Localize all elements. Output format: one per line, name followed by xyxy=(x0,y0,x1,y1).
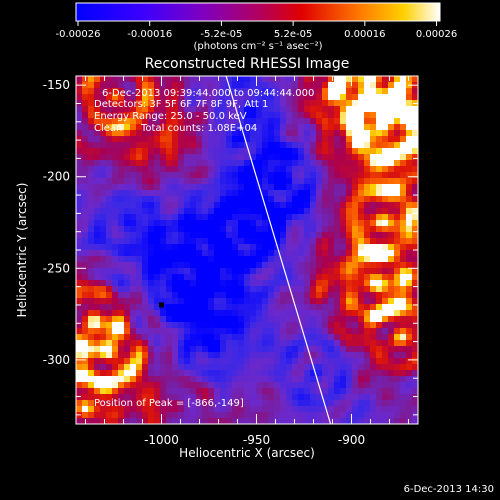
colorbar-tick-label: 0.00026 xyxy=(416,29,457,40)
total-counts-text: Total counts: 1.08E+04 xyxy=(141,123,258,134)
y-tick-label: -300 xyxy=(43,353,70,367)
marker-point xyxy=(159,302,164,308)
colorbar-ticks: -0.00026 -0.00016 -5.2e-05 5.2e-05 0.00016 0.… xyxy=(56,21,457,40)
colorbar-bar xyxy=(76,3,440,21)
colorbar-frame xyxy=(75,2,441,22)
x-tick-label: -950 xyxy=(243,433,270,447)
colorbar-tick-label: -0.00016 xyxy=(127,29,172,40)
y-tick-label: -150 xyxy=(43,78,70,92)
colorbar-tick-label: 5.2e-05 xyxy=(274,29,312,40)
y-tick-label: -200 xyxy=(43,170,70,184)
y-axis-label: Heliocentric Y (arcsec) xyxy=(15,183,29,318)
detectors-text: Detectors: 3F 5F 6F 7F 8F 9F, Att 1 xyxy=(94,99,269,110)
colorbar-units: (photons cm⁻² s⁻¹ asec⁻²) xyxy=(193,41,322,52)
colorbar-tick-label: -0.00026 xyxy=(56,29,101,40)
limb-line xyxy=(225,76,332,424)
x-axis-label: Heliocentric X (arcsec) xyxy=(179,446,315,460)
footer-timestamp: 6-Dec-2013 14:30 xyxy=(403,484,494,495)
x-tick-label: -900 xyxy=(338,433,365,447)
time-range-text: 6-Dec-2013 09:39:44.000 to 09:44:44.000 xyxy=(102,88,315,99)
colorbar-tick-label: 0.00016 xyxy=(344,29,385,40)
energy-range-text: Energy Range: 25.0 - 50.0 keV xyxy=(94,111,247,122)
colorbar-tick-label: -5.2e-05 xyxy=(200,29,242,40)
axis-ticks: -1000 -950 -900 -150 -200 -250 -300 xyxy=(43,76,418,447)
y-tick-label: -250 xyxy=(43,261,70,275)
peak-position-text: Position of Peak = [-866,-149] xyxy=(94,398,244,409)
clean-label: Clean xyxy=(94,123,123,134)
x-tick-label: -1000 xyxy=(144,433,179,447)
chart-title: Reconstructed RHESSI Image xyxy=(145,56,350,72)
heatmap-image xyxy=(76,76,418,424)
